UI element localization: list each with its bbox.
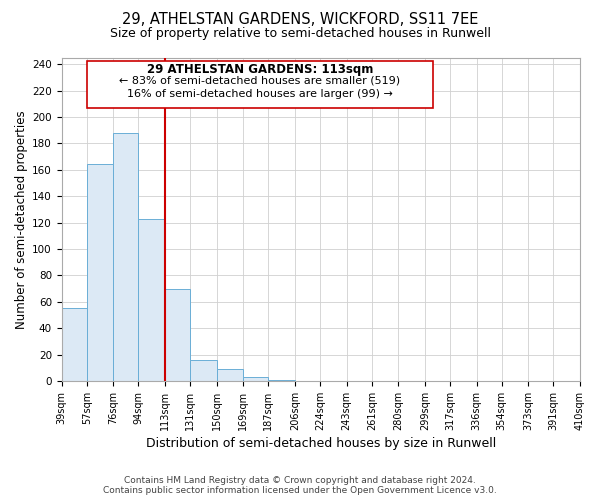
Bar xyxy=(268,380,295,381)
Text: 29, ATHELSTAN GARDENS, WICKFORD, SS11 7EE: 29, ATHELSTAN GARDENS, WICKFORD, SS11 7E… xyxy=(122,12,478,28)
Text: Size of property relative to semi-detached houses in Runwell: Size of property relative to semi-detach… xyxy=(110,28,491,40)
Bar xyxy=(87,164,113,381)
Bar xyxy=(190,360,217,381)
Text: Contains HM Land Registry data © Crown copyright and database right 2024.
Contai: Contains HM Land Registry data © Crown c… xyxy=(103,476,497,495)
Bar xyxy=(243,377,268,381)
Bar xyxy=(217,369,243,381)
FancyBboxPatch shape xyxy=(87,62,433,108)
X-axis label: Distribution of semi-detached houses by size in Runwell: Distribution of semi-detached houses by … xyxy=(146,437,496,450)
Bar xyxy=(139,218,165,381)
Text: 29 ATHELSTAN GARDENS: 113sqm: 29 ATHELSTAN GARDENS: 113sqm xyxy=(147,63,373,76)
Y-axis label: Number of semi-detached properties: Number of semi-detached properties xyxy=(15,110,28,328)
Text: ← 83% of semi-detached houses are smaller (519): ← 83% of semi-detached houses are smalle… xyxy=(119,76,401,86)
Bar xyxy=(62,308,87,381)
Text: 16% of semi-detached houses are larger (99) →: 16% of semi-detached houses are larger (… xyxy=(127,89,393,99)
Bar xyxy=(113,133,139,381)
Bar xyxy=(165,288,190,381)
